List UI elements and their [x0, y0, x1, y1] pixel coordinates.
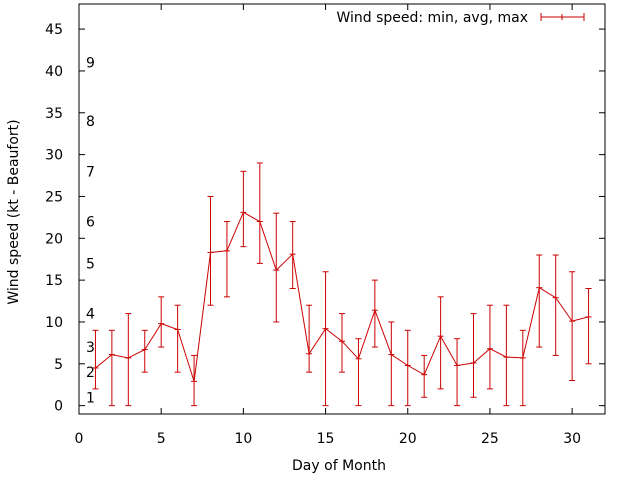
y-tick-label: 30 — [45, 148, 63, 164]
y-tick-label: 10 — [45, 315, 63, 331]
x-tick-label: 20 — [399, 431, 417, 447]
y-tick-label: 15 — [45, 273, 63, 289]
plot-area-frame — [78, 3, 606, 415]
y-tick-label: 0 — [54, 399, 63, 415]
y-tick-label: 35 — [45, 106, 63, 122]
x-tick-label: 15 — [317, 431, 335, 447]
beaufort-label: 7 — [86, 164, 95, 180]
y-tick-label: 40 — [45, 64, 63, 80]
series-wind-speed — [92, 162, 592, 407]
x-axis-title: Day of Month — [292, 458, 386, 474]
beaufort-label: 1 — [86, 390, 95, 406]
y-axis-title: Wind speed (kt - Beaufort) — [6, 119, 22, 304]
y-tick-label: 20 — [45, 231, 63, 247]
beaufort-label: 2 — [86, 365, 95, 381]
x-tick-label: 30 — [563, 431, 581, 447]
x-axis: 0 5 10 15 20 25 30 — [75, 4, 581, 447]
legend: Wind speed: min, avg, max — [336, 10, 585, 26]
beaufort-scale: 1 2 3 4 5 6 7 8 9 — [86, 56, 95, 407]
x-tick-label: 0 — [75, 431, 84, 447]
x-tick-label: 10 — [234, 431, 252, 447]
x-tick-label: 5 — [157, 431, 166, 447]
y-tick-label: 5 — [54, 357, 63, 373]
beaufort-label: 5 — [86, 256, 95, 272]
y-tick-label: 25 — [45, 189, 63, 205]
beaufort-label: 8 — [86, 114, 95, 130]
y-tick-label: 45 — [45, 22, 63, 38]
beaufort-label: 4 — [86, 307, 95, 323]
beaufort-label: 3 — [86, 340, 95, 356]
x-tick-label: 25 — [481, 431, 499, 447]
legend-label: Wind speed: min, avg, max — [336, 10, 528, 26]
beaufort-label: 9 — [86, 56, 95, 72]
beaufort-label: 6 — [86, 215, 95, 231]
